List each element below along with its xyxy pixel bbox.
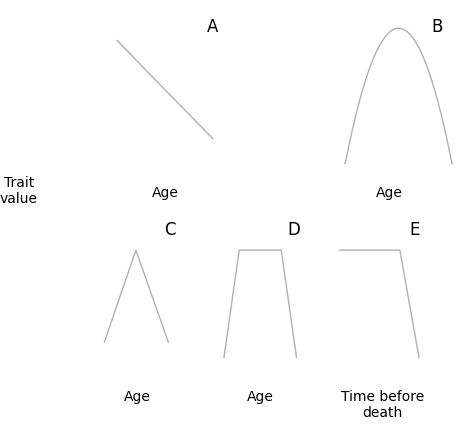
Text: D: D (287, 221, 300, 239)
Text: Trait
value: Trait value (0, 176, 38, 206)
Text: C: C (164, 221, 176, 239)
Text: A: A (207, 18, 218, 36)
Text: Time before
death: Time before death (341, 390, 424, 420)
Text: Age: Age (152, 186, 178, 200)
Text: B: B (431, 18, 443, 36)
Text: Age: Age (247, 390, 273, 404)
Text: Age: Age (376, 186, 403, 200)
Text: E: E (410, 221, 420, 239)
Text: Age: Age (124, 390, 151, 404)
